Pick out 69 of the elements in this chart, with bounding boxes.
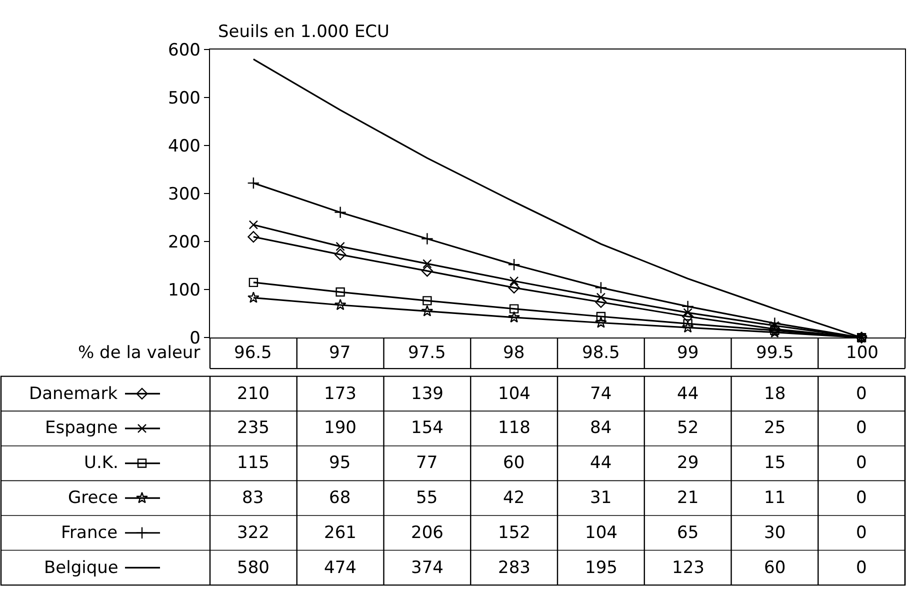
- data-label: 190: [324, 418, 356, 438]
- data-label: 42: [503, 488, 525, 508]
- data-label: 0: [856, 384, 867, 404]
- data-label: 44: [677, 384, 699, 404]
- legend-label: U.K.: [84, 453, 118, 473]
- legend-label: Espagne: [45, 418, 118, 438]
- data-label: 68: [329, 488, 351, 508]
- data-label: 0: [856, 418, 867, 438]
- legend-label: Danemark: [29, 384, 118, 404]
- y-tick-label: 600: [168, 40, 200, 61]
- data-label: 83: [242, 488, 264, 508]
- data-label: 52: [677, 418, 699, 438]
- data-label: 115: [237, 453, 270, 473]
- y-tick-label: 200: [168, 232, 200, 253]
- data-label: 31: [590, 488, 612, 508]
- data-label: 60: [503, 453, 525, 473]
- data-label: 74: [590, 384, 612, 404]
- data-label: 18: [764, 384, 786, 404]
- data-label: 235: [237, 418, 270, 438]
- y-tick-label: 300: [168, 184, 200, 205]
- data-label: 60: [764, 558, 786, 578]
- data-label: 118: [498, 418, 530, 438]
- data-label: 25: [764, 418, 786, 438]
- x-tick-label: 96.5: [234, 343, 272, 363]
- data-label: 0: [856, 523, 867, 543]
- x-tick-label: 99: [677, 343, 699, 363]
- data-label: 0: [856, 488, 867, 508]
- data-label: 21: [677, 488, 699, 508]
- x-tick-label: 99.5: [756, 343, 794, 363]
- data-label: 154: [411, 418, 444, 438]
- data-label: 123: [672, 558, 704, 578]
- data-label: 261: [324, 523, 356, 543]
- data-label: 283: [498, 558, 530, 578]
- data-label: 44: [590, 453, 612, 473]
- data-label: 374: [411, 558, 444, 578]
- legend-label: France: [61, 523, 118, 543]
- x-tick-label: 98: [503, 343, 525, 363]
- data-label: 173: [324, 384, 356, 404]
- x-tick-label: 100: [846, 343, 878, 363]
- data-label: 195: [585, 558, 618, 578]
- y-tick-label: 500: [168, 88, 200, 109]
- data-label: 84: [590, 418, 612, 438]
- data-label: 206: [411, 523, 444, 543]
- data-label: 11: [764, 488, 786, 508]
- data-label: 30: [764, 523, 786, 543]
- data-label: 0: [856, 558, 867, 578]
- y-tick-label: 400: [168, 136, 200, 157]
- data-label: 29: [677, 453, 699, 473]
- data-label: 15: [764, 453, 786, 473]
- data-label: 55: [416, 488, 438, 508]
- legend-label: Grece: [68, 488, 118, 508]
- data-label: 152: [498, 523, 530, 543]
- data-label: 104: [498, 384, 530, 404]
- x-tick-label: 98.5: [582, 343, 620, 363]
- data-label: 65: [677, 523, 699, 543]
- x-tick-label: 97: [329, 343, 351, 363]
- y-axis-title: Seuils en 1.000 ECU: [218, 22, 390, 42]
- data-label: 210: [237, 384, 270, 404]
- x-tick-label: 97.5: [408, 343, 446, 363]
- data-label: 77: [416, 453, 438, 473]
- data-label: 95: [329, 453, 351, 473]
- data-label: 474: [324, 558, 356, 578]
- data-label: 322: [237, 523, 270, 543]
- data-label: 104: [585, 523, 618, 543]
- data-label: 0: [856, 453, 867, 473]
- legend-label: Belgique: [44, 558, 118, 578]
- data-label: 580: [237, 558, 270, 578]
- y-tick-label: 100: [168, 280, 200, 301]
- data-label: 139: [411, 384, 444, 404]
